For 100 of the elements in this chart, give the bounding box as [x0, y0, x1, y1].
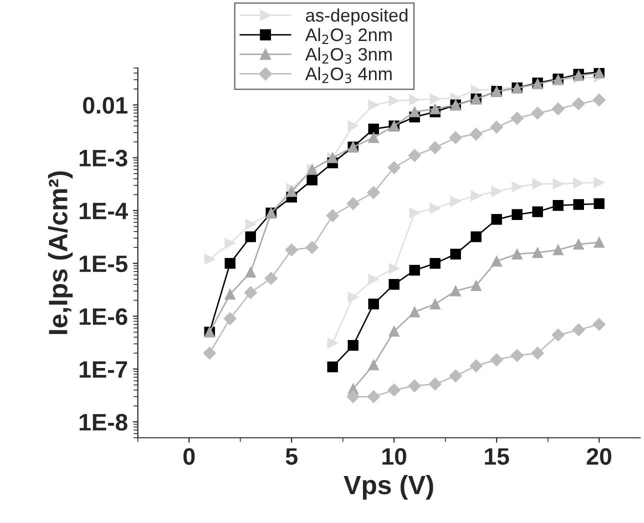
point [388, 263, 400, 274]
point [470, 280, 482, 291]
point [552, 328, 565, 342]
point [428, 378, 442, 390]
point [409, 306, 420, 318]
point [348, 340, 358, 351]
point [470, 190, 482, 202]
x-tick-label: 10 [382, 448, 406, 465]
point [512, 182, 522, 192]
point [450, 286, 461, 296]
point [264, 272, 278, 285]
point [552, 178, 564, 190]
y-tick-label: 1E-7 [80, 361, 128, 378]
point [592, 318, 606, 331]
x-tick-label: 0 [183, 448, 195, 465]
point [388, 95, 400, 106]
point [409, 264, 420, 276]
point [430, 202, 440, 214]
point [572, 324, 586, 336]
point [428, 141, 442, 154]
point [449, 131, 462, 144]
point [348, 120, 358, 132]
point [388, 161, 401, 174]
point [409, 106, 420, 118]
point [368, 100, 379, 110]
point [573, 238, 584, 250]
point [450, 196, 461, 207]
point [348, 292, 358, 302]
point [470, 231, 482, 242]
y-tick-label: 1E-3 [80, 150, 128, 167]
point [244, 286, 257, 299]
point [573, 178, 584, 189]
point [368, 359, 379, 370]
point [286, 186, 297, 197]
point [245, 266, 256, 278]
point [224, 258, 236, 269]
point [388, 384, 401, 396]
point [592, 94, 606, 106]
point [510, 112, 524, 125]
point [594, 198, 605, 210]
y-tick-label: 1E-4 [80, 202, 128, 220]
point [531, 346, 544, 360]
x-tick-label: 5 [286, 448, 298, 465]
point [532, 178, 544, 190]
point [346, 197, 360, 210]
point [450, 248, 461, 260]
x-axis-title: Vps (V) [344, 475, 434, 500]
point [409, 94, 420, 106]
point [491, 186, 502, 197]
legend-label: as-deposited [306, 8, 408, 26]
y-axis-title: Ie,Ips (A/cm²) [48, 171, 73, 334]
point [204, 254, 215, 265]
point [594, 236, 605, 248]
point [512, 209, 522, 220]
point [510, 349, 524, 362]
point [470, 359, 483, 372]
point [430, 298, 440, 310]
point [532, 247, 544, 258]
point [491, 256, 502, 267]
point [532, 206, 544, 218]
legend-label: Al$_{2}$O$_{3}$ 3nm [305, 47, 392, 64]
point [490, 353, 504, 366]
point [368, 124, 379, 134]
point [224, 238, 236, 249]
point [409, 208, 420, 218]
point [306, 174, 318, 186]
point [470, 128, 483, 141]
point [327, 338, 338, 348]
y-tick-label: 1E-8 [80, 414, 128, 431]
point [594, 177, 605, 188]
point [470, 84, 482, 96]
point [245, 218, 256, 230]
point [368, 274, 379, 285]
point [367, 390, 380, 404]
point [224, 312, 236, 326]
point [224, 288, 236, 300]
point [491, 214, 502, 225]
point [285, 243, 298, 256]
legend-label: Al$_{2}$O$_{3}$ 2nm [305, 28, 392, 44]
point [552, 102, 565, 116]
point [388, 279, 400, 290]
point [430, 258, 440, 269]
point [346, 390, 360, 404]
point [552, 244, 564, 256]
y-tick-label: 1E-6 [80, 308, 128, 325]
point [327, 361, 338, 372]
x-tick-label: 15 [484, 448, 510, 465]
point [430, 104, 440, 114]
legend-label: Al$_{2}$O$_{3}$ 4nm [305, 67, 392, 84]
point [368, 298, 379, 310]
point [408, 379, 422, 392]
point [306, 241, 319, 254]
point [245, 231, 256, 242]
point [388, 326, 400, 337]
point [512, 248, 522, 260]
point [368, 132, 379, 144]
point [367, 186, 380, 199]
point [531, 106, 544, 120]
y-tick-label: 0.01 [83, 96, 128, 114]
point [326, 209, 340, 222]
